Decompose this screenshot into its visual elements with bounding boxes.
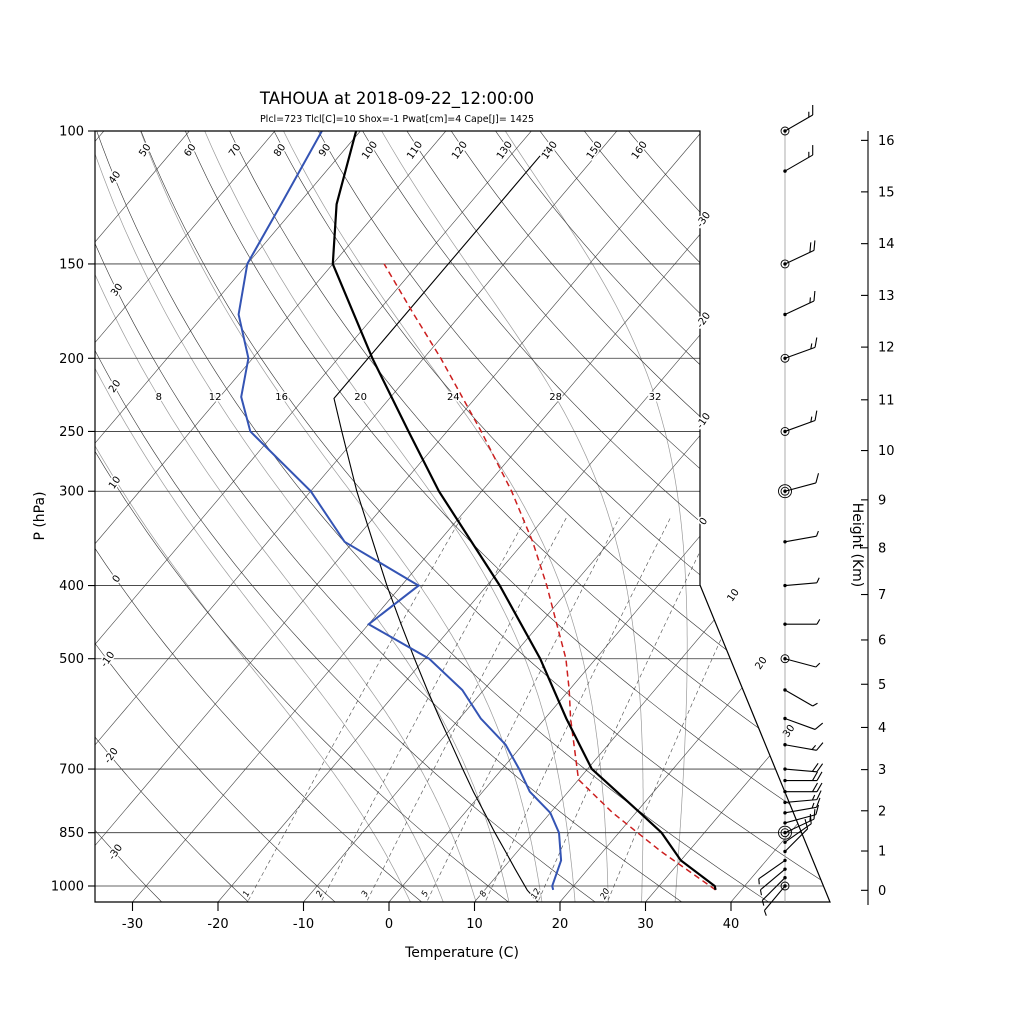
tick-label: 7 — [878, 588, 886, 603]
grid-label: 60 — [182, 142, 198, 159]
tick-label: 0 — [385, 917, 393, 932]
grid-label: 20 — [753, 655, 769, 672]
left-axis-title: P (hPa) — [32, 491, 48, 540]
grid-label: 28 — [549, 392, 562, 403]
parcel-curve — [384, 264, 715, 890]
tick-label: 1 — [878, 845, 886, 860]
grid-label: 130 — [495, 140, 515, 162]
tick-label: 6 — [878, 633, 886, 648]
tick-label: 30 — [637, 917, 654, 932]
chart-parameters: Plcl=723 Tlcl[C]=10 Shox=-1 Pwat[cm]=4 C… — [260, 114, 534, 125]
grid-label: 20 — [107, 378, 123, 395]
grid-label: 1 — [241, 889, 252, 898]
tick-label: -20 — [207, 917, 228, 932]
tick-label: 2 — [878, 804, 886, 819]
grid-label: 120 — [450, 140, 470, 162]
tick-label: 13 — [878, 289, 895, 304]
grid-label: 70 — [227, 142, 243, 159]
grid-label: 110 — [405, 140, 425, 162]
tick-label: 300 — [59, 485, 84, 500]
grid-label: 2 — [314, 889, 325, 898]
tick-label: 12 — [878, 341, 895, 356]
grid-label: 80 — [272, 142, 288, 159]
tick-label: 100 — [59, 125, 84, 140]
grid-label: 0 — [111, 574, 124, 586]
tick-label: -10 — [293, 917, 314, 932]
grid-label: 90 — [317, 142, 333, 159]
grid-label: 5 — [420, 889, 431, 898]
grid-label: 160 — [630, 140, 650, 162]
tick-label: 1000 — [51, 880, 84, 895]
grid-label: 30 — [781, 723, 797, 740]
tick-label: 400 — [59, 579, 84, 594]
tick-label: 15 — [878, 185, 895, 200]
x-axis-title: Temperature (C) — [404, 945, 519, 961]
tick-label: 11 — [878, 393, 895, 408]
tick-label: 8 — [878, 541, 886, 556]
tick-label: -30 — [122, 917, 143, 932]
wind-barbs — [759, 105, 823, 916]
grid-label: 40 — [107, 169, 123, 186]
grid-label: 20 — [354, 392, 367, 403]
tick-label: 200 — [59, 352, 84, 367]
tick-label: 4 — [878, 721, 886, 736]
moist-adiabats — [0, 131, 687, 902]
tick-label: 3 — [878, 763, 886, 778]
tick-label: 5 — [878, 678, 886, 693]
tick-label: 10 — [466, 917, 483, 932]
tick-label: 16 — [878, 134, 895, 149]
grid-label: 24 — [447, 392, 460, 403]
grid-label: 10 — [725, 587, 741, 604]
dewpoint-curve — [239, 131, 561, 890]
grid-label: -20 — [695, 311, 713, 331]
tick-label: 500 — [59, 652, 84, 667]
isotherms — [0, 131, 1024, 902]
tick-label: 700 — [59, 763, 84, 778]
tick-label: 14 — [878, 237, 895, 252]
grid-label: 140 — [540, 140, 560, 162]
standard-atmosphere-curve — [334, 141, 553, 902]
tick-label: 20 — [552, 917, 569, 932]
right-axis-title: Height (Km) — [849, 503, 865, 587]
grid-label: 8 — [478, 889, 490, 899]
grid-label: 3 — [360, 889, 371, 898]
dry-adiabats — [0, 131, 1024, 902]
tick-label: 9 — [878, 493, 886, 508]
chart-title: TAHOUA at 2018-09-22_12:00:00 — [259, 89, 534, 109]
grid-label: -30 — [695, 210, 713, 230]
pressure-gridlines — [95, 131, 823, 886]
tick-label: 250 — [59, 425, 84, 440]
grid-label: 8 — [156, 392, 162, 403]
grid-label: -30 — [107, 843, 125, 863]
grid-label: 20 — [599, 887, 613, 901]
tick-label: 850 — [59, 826, 84, 841]
grid-label: 12 — [209, 392, 222, 403]
tick-label: 10 — [878, 444, 895, 459]
tick-label: 40 — [723, 917, 740, 932]
grid-label: 32 — [649, 392, 662, 403]
tick-label: 150 — [59, 257, 84, 272]
grid-label: 30 — [109, 282, 125, 299]
grid-label: 12 — [529, 887, 543, 901]
grid-label: 150 — [585, 140, 605, 162]
temperature-curve — [333, 131, 716, 890]
grid-label: 100 — [360, 140, 380, 162]
grid-label: 16 — [275, 392, 288, 403]
tick-label: 0 — [878, 884, 886, 899]
